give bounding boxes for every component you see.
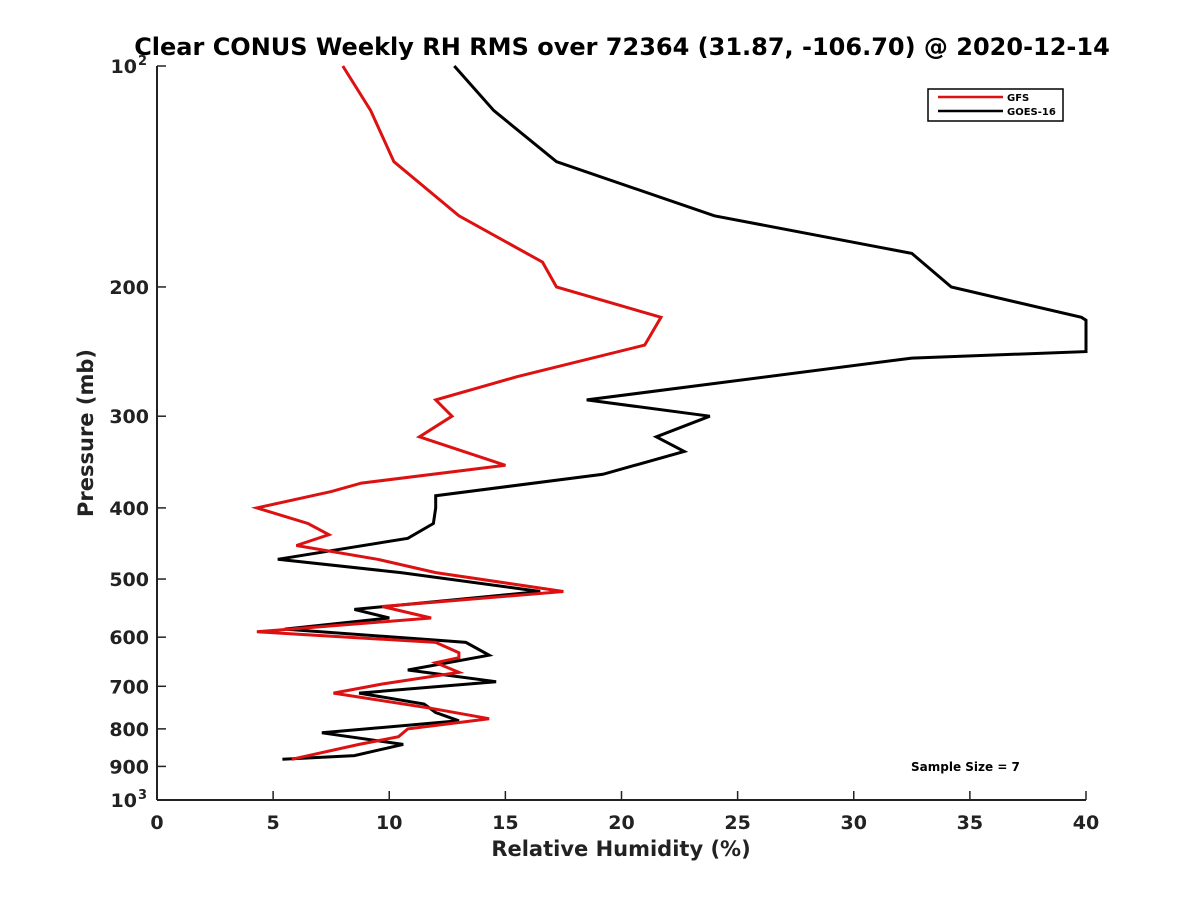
series-layer — [250, 65, 1088, 761]
series-line-gfs — [250, 65, 664, 761]
legend-label-gfs: GFS — [1007, 93, 1029, 104]
legend-box — [927, 88, 1064, 122]
y-tick-label: 10 — [111, 56, 137, 78]
y-tick-label: 500 — [109, 569, 149, 591]
x-tick-label: 30 — [841, 812, 867, 834]
y-tick-label: 700 — [109, 676, 149, 698]
y-tick-label: 200 — [109, 277, 149, 299]
x-tick-label: 10 — [376, 812, 402, 834]
y-tick-label: 900 — [109, 756, 149, 778]
series-line-goes-16 — [277, 65, 1088, 761]
y-tick-label: 400 — [109, 498, 149, 520]
x-tick-label: 5 — [267, 812, 280, 834]
y-axis-label: Pressure (mb) — [74, 349, 98, 517]
y-tick-label: 600 — [109, 627, 149, 649]
axes — [156, 66, 1086, 801]
x-tick-label: 15 — [492, 812, 518, 834]
x-tick-label: 25 — [724, 812, 750, 834]
chart-title: Clear CONUS Weekly RH RMS over 72364 (31… — [134, 33, 1110, 61]
y-tick-exponent: 3 — [138, 788, 147, 803]
y-tick-label: 300 — [109, 406, 149, 428]
y-tick-exponent: 2 — [138, 54, 147, 69]
y-tick-label: 800 — [109, 719, 149, 741]
legend-label-goes16: GOES-16 — [1007, 107, 1056, 118]
x-tick-label: 40 — [1073, 812, 1099, 834]
x-axis-label: Relative Humidity (%) — [491, 837, 750, 861]
x-axis-ticks: 0 5 10 15 20 25 30 35 40 — [150, 791, 1099, 834]
legend: GFS GOES-16 — [927, 88, 1064, 122]
sample-size-annotation: Sample Size = 7 — [911, 760, 1020, 774]
x-tick-label: 0 — [150, 812, 163, 834]
x-tick-label: 35 — [957, 812, 983, 834]
y-tick-label: 10 — [111, 790, 137, 812]
x-tick-label: 20 — [608, 812, 634, 834]
